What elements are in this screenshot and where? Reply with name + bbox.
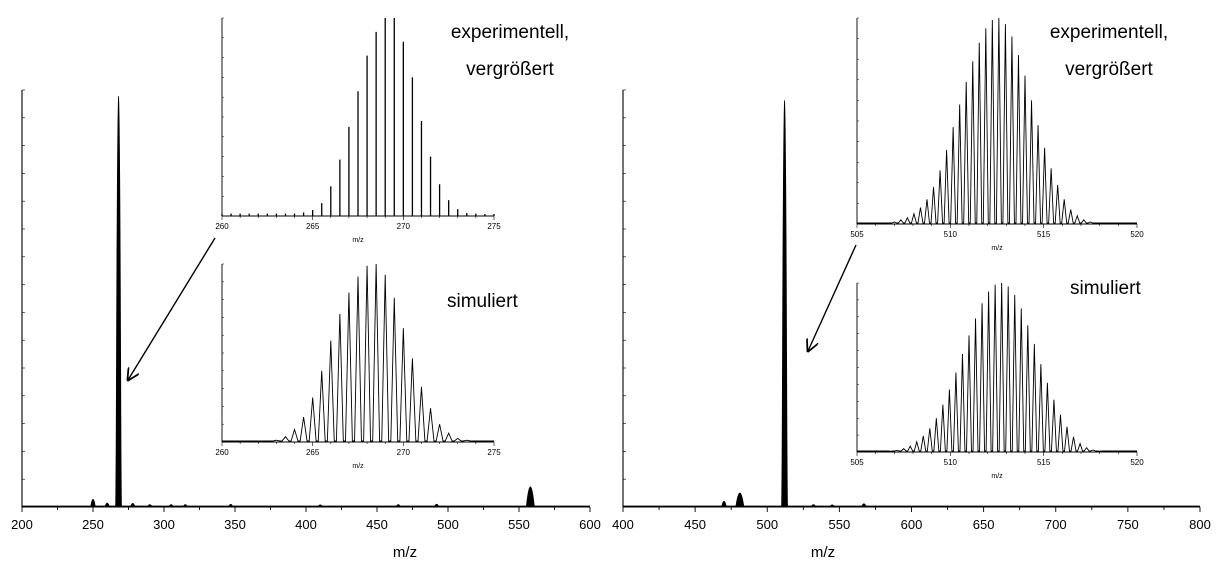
left-x-tick-label: 400 [295,517,317,532]
left-x-tick-label: 600 [579,517,601,532]
left-x-tick-label: 500 [437,517,459,532]
right-inset-simulated-label: simuliert [1070,278,1141,299]
left-x-tick-label: 250 [82,517,104,532]
left-inset-simulated: 260 265 270 275 m/z [215,263,501,470]
left-inset-exp-x-tick-label: 275 [487,222,501,231]
right-inset-experimental-label: experimentell, vergrößert [1050,22,1168,80]
right-x-tick-label: 700 [1045,517,1067,532]
right-inset-sim-x-axis-title: m/z [991,473,1003,480]
right-zoom-arrow [808,244,857,351]
right-inset-sim-x-tick-label: 520 [1130,458,1144,467]
inset-label-line: experimentell, [1050,22,1168,43]
left-inset-exp-x-tick-label: 265 [306,222,320,231]
right-inset-sim-x-tick-label: 510 [944,458,958,467]
left-x-tick-label: 550 [508,517,530,532]
left-inset-sim-x-tick-label: 275 [487,448,501,457]
left-inset-sim-isotope-profile [222,263,494,442]
left-inset-exp-x-axis-title: m/z [352,237,364,244]
right-panel: 400 450 500 550 600 650 700 750 800 m/z 505 510 51… [612,17,1211,561]
left-spectrum-peak [525,486,535,508]
right-spectrum-peak [735,492,745,508]
right-spectrum-peak [721,500,727,508]
right-x-axis-title: m/z [811,544,835,561]
inset-label-line: vergrößert [1065,59,1153,80]
left-inset-experimental: 260 265 270 275 m/z [215,17,501,244]
left-inset-sim-x-tick-label: 265 [306,448,320,457]
left-x-tick-label: 350 [224,517,246,532]
left-x-tick-label: 300 [153,517,175,532]
left-x-tick-label: 200 [11,517,33,532]
left-x-tick-label: 450 [366,517,388,532]
right-inset-sim-x-tick-label: 505 [850,458,864,467]
left-inset-simulated-label: simuliert [447,291,518,312]
right-inset-sim-isotope-profile [857,282,1137,452]
left-inset-experimental-label: experimentell, vergrößert [451,22,569,80]
left-inset-sim-x-tick-label: 260 [215,448,229,457]
left-zoom-arrow [128,237,216,380]
left-x-axis-title: m/z [393,544,417,561]
left-panel: 200 250 300 350 400 450 500 550 600 m/z 260 265 27… [11,17,601,561]
left-inset-exp-x-tick-label: 270 [397,222,411,231]
right-inset-exp-x-tick-label: 510 [944,230,958,239]
left-inset-sim-x-axis-title: m/z [352,463,364,470]
inset-label-line: experimentell, [451,22,569,43]
right-inset-simulated: 505 510 515 520 m/z [850,282,1144,480]
right-x-tick-label: 600 [901,517,923,532]
right-x-tick-label: 800 [1189,517,1211,532]
left-spectrum-peak [90,498,96,508]
right-inset-sim-x-tick-label: 515 [1037,458,1051,467]
right-x-tick-label: 550 [829,517,851,532]
left-main-plot: 200 250 300 350 400 450 500 550 600 [11,89,601,532]
left-inset-exp-x-tick-label: 260 [215,222,229,231]
left-spectrum-peak [115,96,122,508]
inset-label-line: vergrößert [466,59,554,80]
right-x-tick-label: 450 [684,517,706,532]
right-spectrum-peak [781,100,789,508]
right-inset-exp-isotope-profile [857,17,1137,224]
right-inset-exp-x-tick-label: 520 [1130,230,1144,239]
right-main-plot: 400 450 500 550 600 650 700 750 800 [612,89,1211,532]
right-inset-exp-x-tick-label: 515 [1037,230,1051,239]
left-inset-sim-x-tick-label: 270 [397,448,411,457]
right-x-tick-label: 500 [756,517,778,532]
right-x-tick-label: 650 [973,517,995,532]
right-x-tick-label: 400 [612,517,634,532]
right-x-tick-label: 750 [1117,517,1139,532]
right-inset-exp-x-axis-title: m/z [991,245,1003,252]
right-inset-experimental: 505 510 515 520 m/z [850,17,1144,252]
right-inset-exp-x-tick-label: 505 [850,230,864,239]
